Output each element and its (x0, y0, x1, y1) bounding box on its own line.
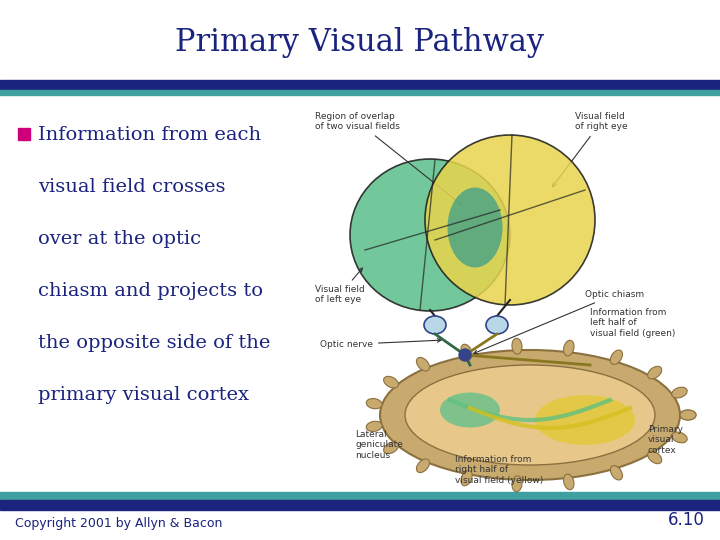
Ellipse shape (535, 395, 635, 445)
Text: 6.10: 6.10 (668, 511, 705, 529)
Ellipse shape (461, 470, 472, 486)
Ellipse shape (680, 410, 696, 420)
Ellipse shape (416, 357, 430, 371)
Ellipse shape (648, 451, 662, 464)
Ellipse shape (648, 366, 662, 379)
Text: Primary
visual
cortex: Primary visual cortex (648, 425, 683, 455)
Ellipse shape (448, 187, 503, 267)
Ellipse shape (416, 459, 430, 472)
Ellipse shape (486, 316, 508, 334)
Ellipse shape (564, 340, 574, 356)
Text: Visual field
of left eye: Visual field of left eye (315, 268, 365, 305)
Ellipse shape (461, 344, 472, 360)
Text: Visual field
of right eye: Visual field of right eye (552, 112, 628, 187)
Bar (0, 80, 720, 90)
Text: Information from
right half of
visual field (yellow): Information from right half of visual fi… (455, 455, 544, 485)
Ellipse shape (611, 465, 623, 480)
Text: Lateral
geniculate
nucleus: Lateral geniculate nucleus (355, 430, 403, 460)
Text: Information from each: Information from each (38, 126, 261, 144)
Ellipse shape (512, 476, 522, 492)
Text: the opposite side of the: the opposite side of the (38, 334, 271, 352)
Text: Primary Visual Pathway: Primary Visual Pathway (176, 26, 544, 57)
Text: Optic nerve: Optic nerve (320, 339, 441, 349)
Text: over at the optic: over at the optic (38, 230, 201, 248)
Circle shape (459, 349, 471, 361)
Text: visual field crosses: visual field crosses (38, 178, 225, 196)
Ellipse shape (672, 432, 687, 443)
Bar (0, 90, 720, 95)
Ellipse shape (611, 350, 623, 364)
Text: Copyright 2001 by Allyn & Bacon: Copyright 2001 by Allyn & Bacon (15, 517, 222, 530)
Ellipse shape (350, 159, 510, 311)
Text: Optic chiasm: Optic chiasm (474, 290, 644, 354)
Ellipse shape (564, 474, 574, 490)
Bar (0, 492, 720, 500)
Ellipse shape (680, 410, 696, 420)
Ellipse shape (424, 316, 446, 334)
Ellipse shape (380, 350, 680, 480)
Bar (18, 128, 30, 140)
Text: Region of overlap
of two visual fields: Region of overlap of two visual fields (315, 112, 462, 205)
Ellipse shape (366, 421, 382, 431)
Ellipse shape (672, 387, 687, 398)
Ellipse shape (384, 376, 398, 388)
Text: Information from
left half of
visual field (green): Information from left half of visual fie… (590, 308, 675, 338)
Text: chiasm and projects to: chiasm and projects to (38, 282, 263, 300)
Ellipse shape (366, 399, 382, 409)
Bar (0, 500, 720, 510)
Ellipse shape (440, 393, 500, 428)
Text: primary visual cortex: primary visual cortex (38, 386, 249, 404)
Ellipse shape (512, 338, 522, 354)
Ellipse shape (405, 365, 655, 465)
Ellipse shape (425, 135, 595, 305)
Ellipse shape (384, 442, 398, 454)
